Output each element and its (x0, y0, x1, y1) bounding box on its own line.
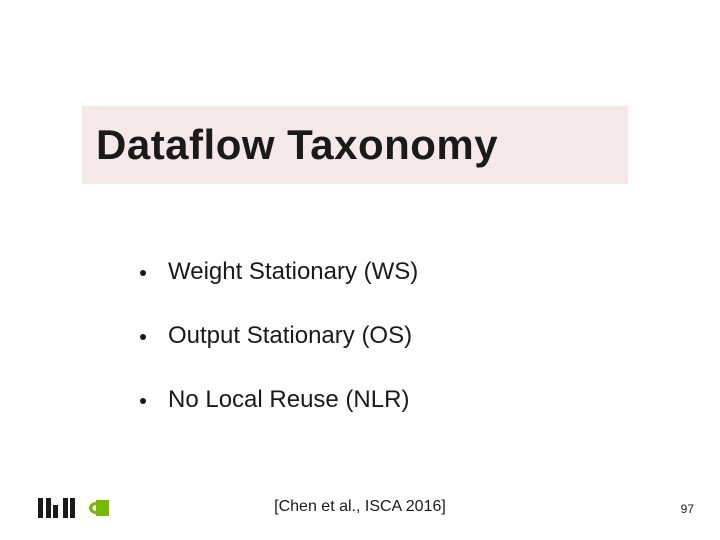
list-item: Weight Stationary (WS) (140, 258, 600, 286)
bullet-label: Weight Stationary (WS) (168, 258, 418, 286)
bullet-label: No Local Reuse (NLR) (168, 386, 409, 414)
bullet-label: Output Stationary (OS) (168, 322, 412, 350)
bullet-icon (140, 398, 146, 404)
list-item: Output Stationary (OS) (140, 322, 600, 350)
bullet-icon (140, 334, 146, 340)
bullet-list: Weight Stationary (WS) Output Stationary… (140, 258, 600, 450)
footer-logos (38, 498, 111, 518)
slide-title: Dataflow Taxonomy (96, 121, 498, 169)
nvidia-logo-icon (87, 500, 111, 516)
title-band: Dataflow Taxonomy (82, 106, 628, 184)
bullet-icon (140, 270, 146, 276)
mit-logo-icon (38, 498, 75, 518)
page-number: 97 (681, 502, 694, 516)
list-item: No Local Reuse (NLR) (140, 386, 600, 414)
